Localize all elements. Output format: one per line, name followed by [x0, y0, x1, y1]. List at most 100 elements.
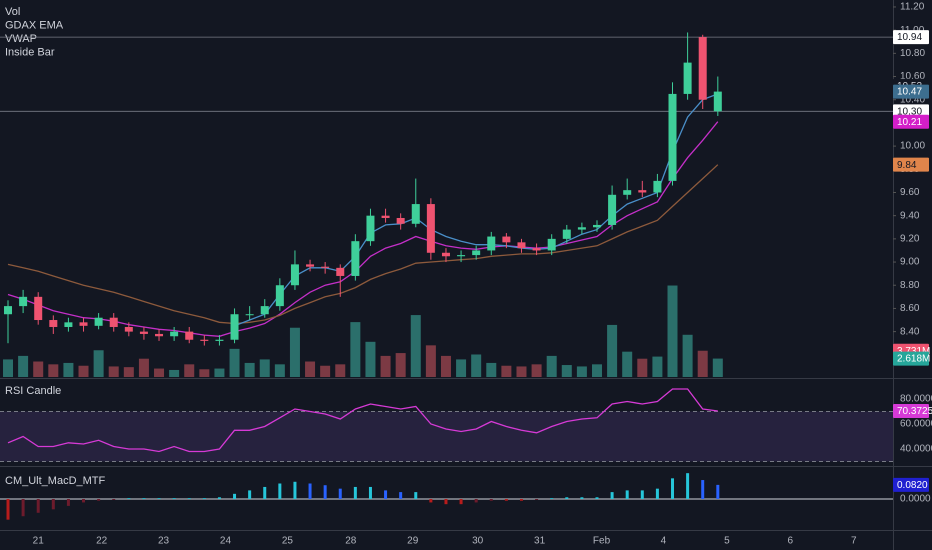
y-tick-label: 8.40 [900, 326, 920, 337]
y-tick-label: 9.40 [900, 210, 920, 221]
macd-bar [233, 493, 237, 499]
indicator-name: Vol [5, 6, 20, 18]
volume-bar [229, 348, 240, 377]
macd-tick-label: 0.0000 [900, 494, 931, 505]
candle-body [34, 296, 43, 321]
candle-body [200, 339, 209, 341]
macd-bar [157, 498, 161, 499]
overlay-line [234, 93, 719, 327]
candle-body [487, 236, 496, 251]
volume-bar [169, 369, 180, 377]
macd-bar [565, 497, 569, 499]
volume-bar [33, 361, 44, 377]
y-tick-label: 8.80 [900, 280, 920, 291]
candle-body [426, 204, 435, 253]
macd-bar [51, 499, 55, 510]
macd-bar [368, 486, 372, 499]
volume-bar [78, 365, 89, 377]
candle-body [668, 93, 677, 181]
x-tick-label: 22 [96, 536, 108, 547]
price-tag-label: 10.94 [897, 32, 922, 43]
candle-body [275, 285, 284, 307]
macd-bar [127, 498, 131, 499]
candle-body [547, 238, 556, 251]
volume-bar [335, 364, 346, 377]
candle-body [4, 306, 13, 315]
volume-bar [516, 366, 527, 377]
x-tick-label: 31 [534, 536, 546, 547]
volume-bar [410, 315, 421, 377]
volume-bar [289, 327, 300, 377]
volume-bar [305, 361, 316, 377]
macd-bar [716, 484, 720, 499]
candle-body [260, 306, 269, 315]
volume-bar [395, 353, 406, 377]
candle-body [472, 250, 481, 256]
indicator-name: VWAP [5, 33, 37, 45]
price-tag [893, 30, 929, 45]
volume-bar [440, 355, 451, 377]
candle-body [396, 217, 405, 224]
candle-body [683, 62, 692, 94]
indicator-name: GDAX EMA [5, 19, 64, 31]
y-tick-label: 10.00 [900, 141, 925, 152]
macd-bar [535, 499, 539, 500]
volume-bar [199, 369, 210, 377]
price-tag [893, 157, 929, 172]
price-tag-label: 10.21 [897, 117, 922, 128]
candle-body [185, 331, 194, 340]
macd-bar [384, 490, 388, 499]
overlay-line [7, 121, 719, 337]
x-tick-label: 4 [661, 536, 667, 547]
y-tick-label: 10.40 [900, 94, 925, 105]
macd-bar [399, 492, 403, 499]
macd-bar [444, 499, 448, 505]
x-tick-label: 7 [851, 536, 857, 547]
macd-bar [293, 481, 297, 499]
volume-bar [274, 364, 285, 377]
candle-body [306, 264, 315, 267]
indicator-name: Inside Bar [5, 46, 55, 58]
x-tick-label: 30 [472, 536, 484, 547]
candle-body [49, 320, 58, 327]
macd-bar [338, 488, 342, 499]
x-tick-label: 24 [220, 536, 232, 547]
volume-bar [607, 324, 618, 377]
macd-bar [323, 485, 327, 499]
x-tick-label: 6 [788, 536, 794, 547]
macd-bar [671, 478, 675, 499]
candle-body [155, 333, 164, 337]
macd-bar [686, 473, 690, 499]
candle-body [79, 322, 88, 326]
macd-bar [187, 498, 191, 499]
candle-body [290, 264, 299, 286]
volume-bar [259, 359, 270, 377]
macd-bar [82, 499, 86, 503]
macd-bar [21, 499, 25, 517]
candle-body [351, 241, 360, 276]
candle-body [245, 314, 254, 316]
x-tick-label: 21 [33, 536, 45, 547]
candle-body [381, 215, 390, 218]
rsi-line [7, 388, 718, 453]
candle-body [532, 248, 541, 251]
volume-bar [561, 365, 572, 377]
macd-bar [519, 499, 523, 501]
macd-bar [248, 490, 252, 499]
volume-bar [546, 355, 557, 377]
candle-body [608, 194, 617, 225]
macd-bar [610, 492, 614, 499]
candle-body [441, 252, 450, 257]
volume-bar [380, 355, 391, 377]
rsi-tick-label: 80.0000 [900, 394, 932, 405]
macd-bar [474, 499, 478, 503]
price-tag-label: 9.84 [897, 160, 917, 171]
x-tick-label: 5 [724, 536, 730, 547]
volume-bar [531, 364, 542, 377]
macd-bar [595, 497, 599, 499]
y-tick-label: 8.60 [900, 303, 920, 314]
volume-bar [48, 364, 59, 377]
candle-body [170, 331, 179, 337]
macd-bar [414, 492, 418, 499]
